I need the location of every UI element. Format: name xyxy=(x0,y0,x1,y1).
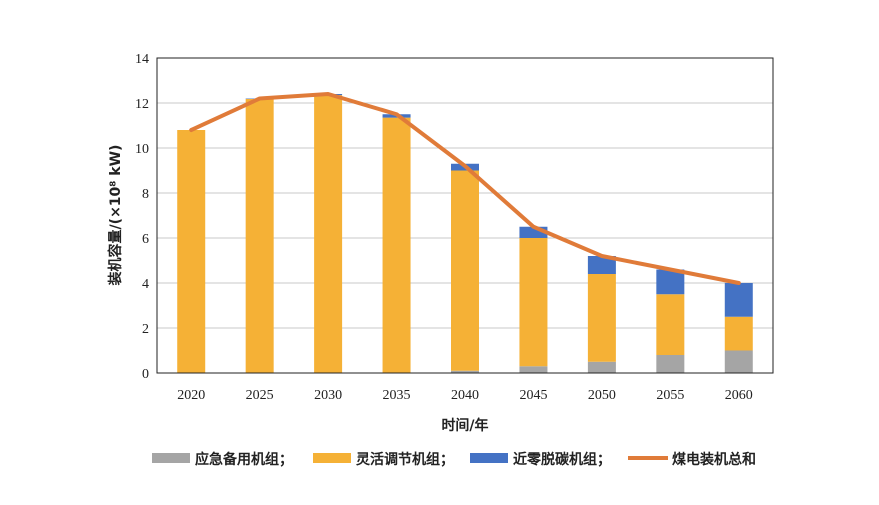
y-tick-label: 4 xyxy=(142,277,149,292)
legend-swatch xyxy=(470,453,508,463)
x-tick-label: 2020 xyxy=(177,388,205,403)
x-tick-label: 2035 xyxy=(383,388,411,403)
bar-segment-1-2045 xyxy=(519,238,547,366)
bar-segment-0-2045 xyxy=(519,366,547,373)
x-tick-label: 2040 xyxy=(451,388,479,403)
x-tick-label: 2055 xyxy=(656,388,684,403)
bar-segment-1-2025 xyxy=(246,99,274,373)
legend-label: 煤电装机总和 xyxy=(672,451,756,468)
legend-label: 应急备用机组； xyxy=(195,451,293,468)
legend-label: 近零脱碳机组； xyxy=(513,451,611,468)
bar-segment-0-2050 xyxy=(588,362,616,373)
legend-item-2: 近零脱碳机组； xyxy=(470,451,611,468)
bar-segment-1-2020 xyxy=(177,130,205,373)
x-tick-label: 2025 xyxy=(246,388,274,403)
x-tick-label: 2045 xyxy=(519,388,547,403)
bar-segment-1-2035 xyxy=(383,118,411,373)
legend-item-3: 煤电装机总和 xyxy=(628,451,756,468)
bars xyxy=(177,94,753,373)
y-tick-label: 10 xyxy=(135,142,149,157)
bar-segment-1-2050 xyxy=(588,274,616,362)
bar-segment-1-2040 xyxy=(451,171,479,371)
x-tick-label: 2030 xyxy=(314,388,342,403)
y-tick-labels: 0 2 4 6 8 10 12 14 xyxy=(135,52,149,382)
y-tick-label: 8 xyxy=(142,187,149,202)
y-tick-label: 12 xyxy=(135,97,149,112)
legend-label: 灵活调节机组； xyxy=(356,451,454,468)
x-tick-label: 2050 xyxy=(588,388,616,403)
bar-segment-1-2060 xyxy=(725,317,753,351)
legend-item-1: 灵活调节机组； xyxy=(313,451,454,468)
bar-segment-2-2060 xyxy=(725,283,753,317)
bar-segment-1-2030 xyxy=(314,95,342,373)
bar-segment-1-2055 xyxy=(656,294,684,355)
legend-swatch xyxy=(313,453,351,463)
legend-item-0: 应急备用机组； xyxy=(152,451,293,468)
bar-segment-0-2055 xyxy=(656,355,684,373)
y-axis-label: 装机容量/(×10⁸ kW) xyxy=(107,145,124,287)
x-axis-label: 时间/年 xyxy=(441,417,488,434)
y-tick-label: 14 xyxy=(135,52,149,67)
x-tick-labels: 2020 2025 2030 2035 2040 2045 2050 2055 2060 xyxy=(177,388,753,403)
legend-swatch xyxy=(152,453,190,463)
bar-segment-0-2060 xyxy=(725,351,753,374)
y-tick-label: 6 xyxy=(142,232,149,247)
legend: 应急备用机组； 灵活调节机组； 近零脱碳机组； 煤电装机总和 xyxy=(152,451,756,468)
y-tick-label: 0 xyxy=(142,367,149,382)
x-tick-label: 2060 xyxy=(725,388,753,403)
y-tick-label: 2 xyxy=(142,322,149,337)
